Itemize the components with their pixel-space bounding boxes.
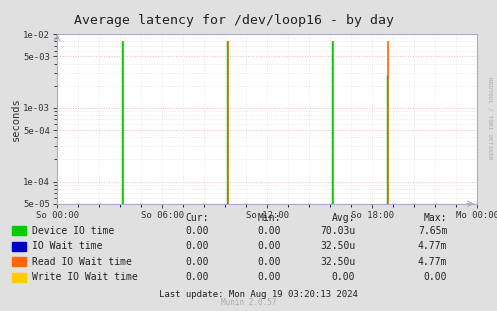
Text: Cur:: Cur: bbox=[185, 213, 209, 223]
Text: 0.00: 0.00 bbox=[185, 272, 209, 282]
Text: Min:: Min: bbox=[257, 213, 281, 223]
Text: 0.00: 0.00 bbox=[257, 257, 281, 267]
Text: 0.00: 0.00 bbox=[185, 225, 209, 235]
Text: Device IO time: Device IO time bbox=[32, 225, 114, 235]
Text: Read IO Wait time: Read IO Wait time bbox=[32, 257, 132, 267]
Text: 32.50u: 32.50u bbox=[320, 241, 355, 251]
Y-axis label: seconds: seconds bbox=[10, 97, 20, 141]
Text: Write IO Wait time: Write IO Wait time bbox=[32, 272, 138, 282]
Text: 0.00: 0.00 bbox=[332, 272, 355, 282]
Text: IO Wait time: IO Wait time bbox=[32, 241, 103, 251]
Text: Last update: Mon Aug 19 03:20:13 2024: Last update: Mon Aug 19 03:20:13 2024 bbox=[159, 290, 358, 299]
Text: 0.00: 0.00 bbox=[257, 225, 281, 235]
Text: Average latency for /dev/loop16 - by day: Average latency for /dev/loop16 - by day bbox=[74, 14, 394, 27]
Text: 0.00: 0.00 bbox=[257, 272, 281, 282]
Text: Munin 2.0.57: Munin 2.0.57 bbox=[221, 298, 276, 307]
Text: 70.03u: 70.03u bbox=[320, 225, 355, 235]
Text: 32.50u: 32.50u bbox=[320, 257, 355, 267]
Text: RRDTOOL / TOBI OETIKER: RRDTOOL / TOBI OETIKER bbox=[487, 77, 492, 160]
Text: Avg:: Avg: bbox=[332, 213, 355, 223]
Text: Max:: Max: bbox=[424, 213, 447, 223]
Text: 7.65m: 7.65m bbox=[418, 225, 447, 235]
Text: 0.00: 0.00 bbox=[257, 241, 281, 251]
Text: 4.77m: 4.77m bbox=[418, 241, 447, 251]
Text: 0.00: 0.00 bbox=[424, 272, 447, 282]
Text: 0.00: 0.00 bbox=[185, 257, 209, 267]
Text: 0.00: 0.00 bbox=[185, 241, 209, 251]
Text: 4.77m: 4.77m bbox=[418, 257, 447, 267]
